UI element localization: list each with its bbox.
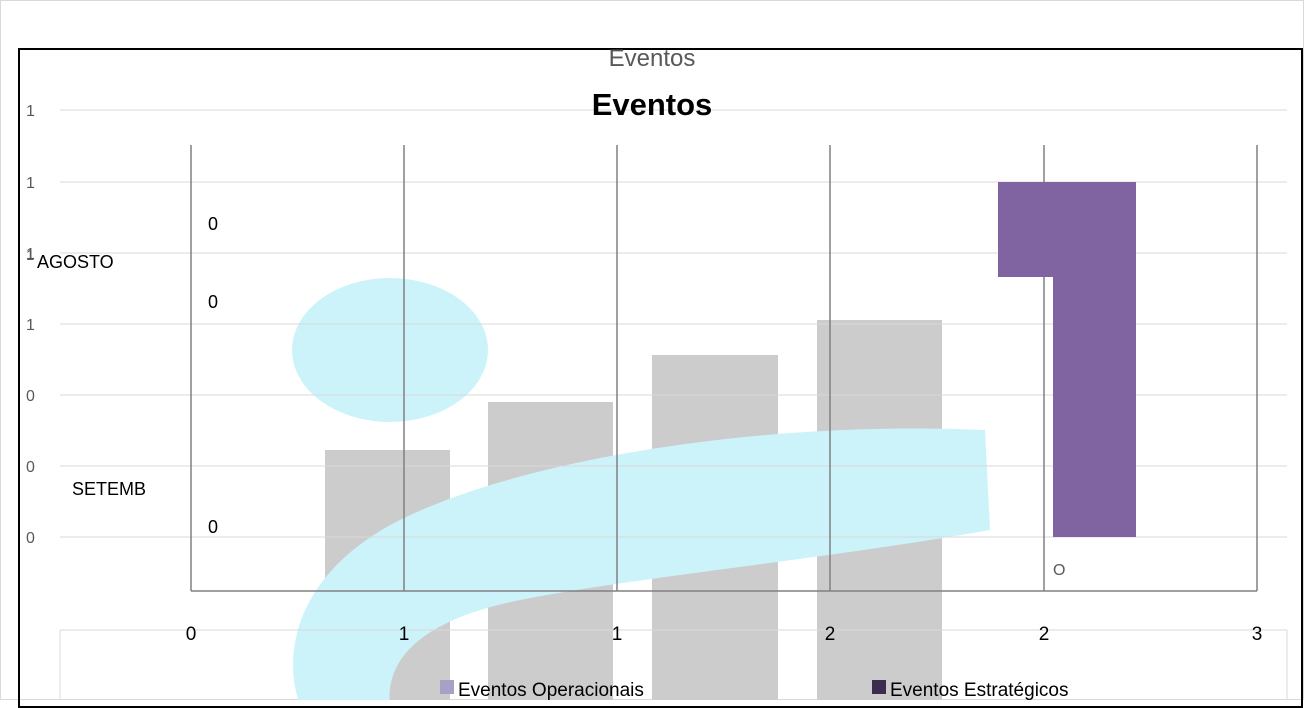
legend-label-operacionais: Eventos Operacionais [458, 680, 644, 700]
y-tick-label: 1 [26, 246, 35, 263]
y-tick-label: 0 [26, 459, 35, 476]
y-tick-label: 1 [26, 103, 35, 120]
x-tick-label: 1 [612, 624, 623, 645]
x-axis-tick-labels: 0 1 1 2 2 3 [186, 624, 1263, 645]
legend: Eventos Operacionais Eventos Estratégico… [440, 680, 1068, 700]
y-axis-tick-labels: 1 1 1 1 0 0 0 [26, 103, 35, 547]
legend-swatch-estrategicos [872, 680, 886, 694]
y-tick-label: 0 [26, 530, 35, 547]
inner-label: 0 [208, 292, 218, 312]
watermark-swoosh [293, 428, 990, 700]
x-tick-label: 2 [1039, 624, 1050, 645]
x-tick-label: 2 [825, 624, 836, 645]
chart-title: Eventos [592, 87, 713, 122]
legend-label-estrategicos: Eventos Estratégicos [890, 680, 1068, 700]
inner-label: 0 [208, 517, 218, 537]
inner-label: SETEMB [72, 479, 146, 499]
watermark-logo [292, 278, 990, 700]
x-tick-label: 1 [399, 624, 410, 645]
inner-labels: 0 AGOSTO 0 SETEMB 0 1 [26, 214, 218, 537]
bar-annotation: O [1053, 562, 1065, 579]
inner-label: 0 [208, 214, 218, 234]
x-tick-label: 0 [186, 624, 197, 645]
inner-label-superscript: 1 [26, 247, 34, 264]
inner-label: AGOSTO [37, 252, 114, 272]
x-tick-label: 3 [1252, 624, 1263, 645]
chart-title-upper: Eventos [609, 45, 696, 72]
watermark-dot [292, 278, 488, 422]
vertical-gridlines [190, 145, 1258, 591]
bar-eventos-estrategicos [998, 182, 1136, 537]
y-tick-label: 1 [26, 175, 35, 192]
legend-swatch-operacionais [440, 680, 454, 694]
y-tick-label: 0 [26, 388, 35, 405]
y-tick-label: 1 [26, 317, 35, 334]
